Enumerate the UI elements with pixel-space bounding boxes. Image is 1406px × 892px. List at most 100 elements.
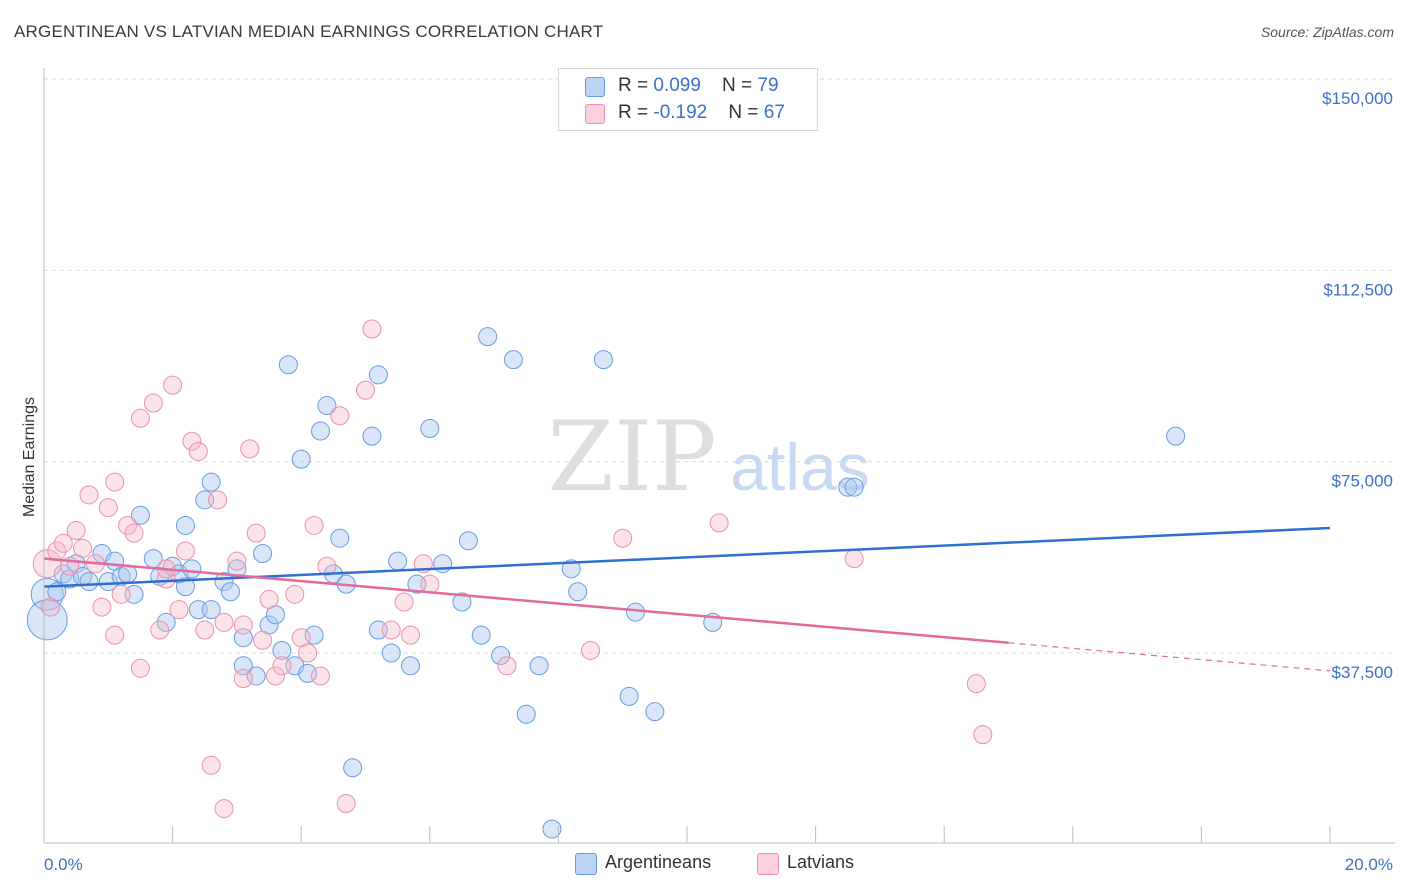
y-tick-label: $150,000 [1322, 89, 1393, 108]
latvian-point [182, 431, 202, 451]
argentinean-point [452, 592, 472, 612]
argentinean-point [343, 758, 363, 778]
legend-n-value: 67 [763, 102, 785, 123]
latvian-point [709, 513, 729, 533]
latvian-point [214, 799, 234, 819]
latvian-point [66, 521, 86, 541]
latvian-trendline [43, 557, 1009, 645]
argentinean-point [503, 350, 523, 370]
watermark: ZIP atlas [547, 401, 869, 513]
latvian-trendline-extension [1008, 642, 1331, 672]
latvian-point [240, 439, 260, 459]
argentinean-point [98, 572, 118, 592]
latvian-point [124, 523, 144, 543]
latvian-point [79, 485, 99, 505]
argentinean-point [182, 559, 202, 579]
argentinean-point [388, 551, 408, 571]
x-tick-label-min: 0.0% [44, 855, 83, 874]
latvian-point [581, 640, 601, 660]
argentinean-point [458, 531, 478, 551]
argentinean-point [201, 472, 221, 492]
latvian-point [973, 725, 993, 745]
argentinean-point [368, 365, 388, 385]
latvian-point [265, 666, 285, 686]
argentinean-point [561, 559, 581, 579]
legend-r-value: 0.099 [653, 75, 701, 96]
latvian-point [214, 612, 234, 632]
argentinean-point [53, 564, 73, 584]
legend-r-value: -0.192 [653, 102, 708, 123]
latvian-point [497, 656, 517, 676]
latvian-point [98, 498, 118, 518]
latvian-point [259, 589, 279, 609]
latvian-point [73, 538, 93, 558]
latvian-point [195, 620, 215, 640]
argentinean-point [175, 577, 195, 597]
argentinean-point [529, 656, 549, 676]
latvian-point [175, 541, 195, 561]
argentinean-point [310, 421, 330, 441]
argentinean-point [381, 643, 401, 663]
latvian-point [233, 669, 253, 689]
latvian-point [163, 375, 183, 395]
latvian-point [40, 597, 60, 617]
argentinean-point [317, 396, 337, 416]
trend-layer [43, 526, 1331, 672]
argentinean-point [278, 355, 298, 375]
argentinean-point [542, 819, 562, 839]
argentinean-point [844, 477, 864, 497]
swatch-argentineans [575, 853, 597, 875]
argentinean-point [175, 515, 195, 535]
argentinean-point [516, 704, 536, 724]
argentinean-point [201, 600, 221, 620]
legend-n-label: N = [722, 75, 758, 96]
latvian-point [330, 406, 350, 426]
argentinean-point [362, 426, 382, 446]
grid-layer [44, 78, 1395, 654]
latvian-point [227, 551, 247, 571]
latvian-point [362, 319, 382, 339]
x-tick-label-max: 20.0% [1345, 855, 1393, 874]
argentinean-point [79, 572, 99, 592]
latvian-point [310, 666, 330, 686]
argentinean-point [330, 528, 350, 548]
argentinean-point [420, 419, 440, 439]
latvian-point [92, 597, 112, 617]
latvian-point [394, 592, 414, 612]
latvian-point [143, 393, 163, 413]
latvian-point [304, 515, 324, 535]
latvian-point [150, 620, 170, 640]
latvian-point [233, 615, 253, 635]
argentinean-point [626, 602, 646, 622]
latvian-point [356, 380, 375, 400]
latvian-point [420, 574, 440, 594]
latvian-point [201, 755, 221, 775]
latvian-point [188, 441, 208, 461]
latvian-point [130, 408, 150, 428]
latvian-point [246, 523, 266, 543]
argentinean-point [838, 477, 858, 497]
legend-r-label: R = [618, 102, 654, 123]
correlation-legend: R = 0.099 N = 79 R = -0.192 N = 67 [558, 68, 818, 131]
latvian-point [130, 658, 150, 678]
legend-swatch-latvians [585, 104, 605, 124]
latvian-point [169, 600, 189, 620]
argentinean-point [156, 612, 176, 632]
argentinean-point [645, 702, 665, 722]
argentinean-point [471, 625, 491, 645]
argentinean-point [1166, 426, 1186, 446]
legend-swatch-argentineans [585, 77, 605, 97]
legend-n-value: 79 [757, 75, 779, 96]
latvian-point [253, 630, 273, 650]
argentinean-point [619, 686, 639, 706]
latvian-point [105, 472, 125, 492]
argentinean-point [593, 350, 613, 370]
latvian-point [285, 584, 305, 604]
y-axis-label: Median Earnings [21, 397, 38, 517]
legend-r-label: R = [618, 75, 654, 96]
latvian-point [613, 528, 633, 548]
latvian-point [105, 625, 125, 645]
latvian-point [53, 533, 73, 553]
y-tick-label: $75,000 [1332, 472, 1393, 491]
